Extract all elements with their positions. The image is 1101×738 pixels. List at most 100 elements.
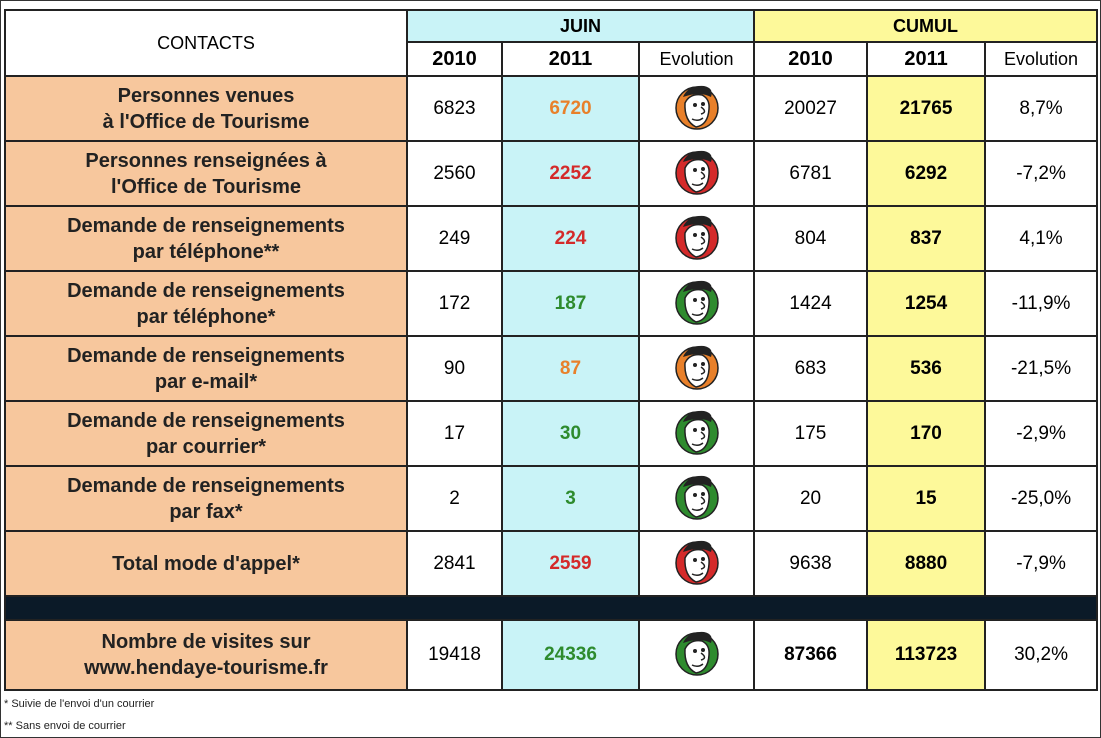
evolution-icon (674, 211, 720, 261)
evolution-cell (639, 206, 754, 271)
label-line: Personnes venues (6, 83, 406, 109)
cumul-evolution: 8,7% (985, 76, 1097, 141)
label-line: Demande de renseignements (6, 343, 406, 369)
label-line: Demande de renseignements (6, 473, 406, 499)
cumul-2010: 6781 (754, 141, 867, 206)
label-line: par e-mail* (6, 369, 406, 395)
label-line: Total mode d'appel* (6, 551, 406, 577)
cumul-evolution: -25,0% (985, 466, 1097, 531)
cumul-2010: 175 (754, 401, 867, 466)
separator-row (5, 596, 1097, 620)
juin-2010: 90 (407, 336, 502, 401)
label-line: www.hendaye-tourisme.fr (6, 655, 406, 681)
cumul-2010: 20 (754, 466, 867, 531)
col-header: 2011 (867, 42, 985, 76)
juin-2011: 2252 (502, 141, 639, 206)
footnote: ** Sans envoi de courrier (4, 715, 154, 737)
cumul-2011: 15 (867, 466, 985, 531)
juin-2011: 87 (502, 336, 639, 401)
juin-2010: 6823 (407, 76, 502, 141)
cumul-evolution: -21,5% (985, 336, 1097, 401)
juin-2011: 2559 (502, 531, 639, 596)
cumul-evolution: 30,2% (985, 620, 1097, 690)
cumul-2011: 6292 (867, 141, 985, 206)
footnotes: * Suivie de l'envoi d'un courrier** Sans… (4, 693, 154, 737)
cumul-2010: 87366 (754, 620, 867, 690)
evolution-icon (674, 81, 720, 131)
cumul-evolution: -11,9% (985, 271, 1097, 336)
cumul-2011: 21765 (867, 76, 985, 141)
juin-2010: 2841 (407, 531, 502, 596)
evolution-icon (674, 471, 720, 521)
juin-header: JUIN (407, 10, 754, 42)
label-line: Demande de renseignements (6, 213, 406, 239)
col-header: 2010 (754, 42, 867, 76)
separator (5, 596, 1097, 620)
evolution-cell (639, 466, 754, 531)
cumul-2011: 1254 (867, 271, 985, 336)
footnote: * Suivie de l'envoi d'un courrier (4, 693, 154, 715)
juin-2011: 187 (502, 271, 639, 336)
evolution-icon (674, 341, 720, 391)
contacts-header: CONTACTS (5, 10, 407, 76)
evolution-icon (674, 627, 720, 677)
data-row: Demande de renseignementspar courrier*17… (5, 401, 1097, 466)
evolution-icon (674, 276, 720, 326)
evolution-cell (639, 531, 754, 596)
cumul-2011: 536 (867, 336, 985, 401)
row-label: Total mode d'appel* (5, 531, 407, 596)
label-line: par téléphone** (6, 239, 406, 265)
juin-2011: 6720 (502, 76, 639, 141)
evolution-cell (639, 336, 754, 401)
header-row: CONTACTS JUIN CUMUL (5, 10, 1097, 42)
evolution-icon (674, 536, 720, 586)
cumul-2011: 837 (867, 206, 985, 271)
contacts-table: CONTACTS JUIN CUMUL 2010 2011 Evolution … (4, 9, 1098, 691)
juin-2011: 30 (502, 401, 639, 466)
juin-2010: 2560 (407, 141, 502, 206)
cumul-evolution: -2,9% (985, 401, 1097, 466)
label-line: par téléphone* (6, 304, 406, 330)
juin-2010: 17 (407, 401, 502, 466)
juin-2010: 19418 (407, 620, 502, 690)
evolution-cell (639, 76, 754, 141)
row-label: Demande de renseignementspar téléphone* (5, 271, 407, 336)
label-line: Demande de renseignements (6, 408, 406, 434)
cumul-evolution: 4,1% (985, 206, 1097, 271)
evolution-icon (674, 406, 720, 456)
evolution-cell (639, 401, 754, 466)
label-line: à l'Office de Tourisme (6, 109, 406, 135)
juin-2011: 3 (502, 466, 639, 531)
evolution-icon (674, 146, 720, 196)
label-line: Nombre de visites sur (6, 629, 406, 655)
cumul-2010: 1424 (754, 271, 867, 336)
cumul-2010: 20027 (754, 76, 867, 141)
evolution-cell (639, 141, 754, 206)
col-header: 2010 (407, 42, 502, 76)
juin-2010: 249 (407, 206, 502, 271)
col-header: Evolution (985, 42, 1097, 76)
juin-2010: 172 (407, 271, 502, 336)
cumul-evolution: -7,2% (985, 141, 1097, 206)
juin-2010: 2 (407, 466, 502, 531)
label-line: par courrier* (6, 434, 406, 460)
col-header: 2011 (502, 42, 639, 76)
juin-2011: 24336 (502, 620, 639, 690)
label-line: par fax* (6, 499, 406, 525)
label-line: Personnes renseignées à (6, 148, 406, 174)
cumul-2011: 113723 (867, 620, 985, 690)
juin-2011: 224 (502, 206, 639, 271)
cumul-2010: 683 (754, 336, 867, 401)
